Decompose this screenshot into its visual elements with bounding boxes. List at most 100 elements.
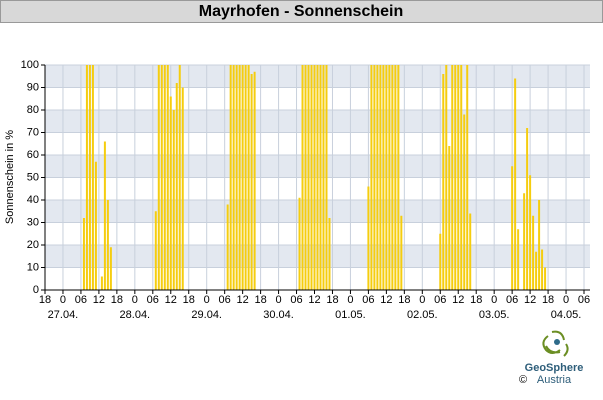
date-label: 30.04. xyxy=(263,309,294,321)
bar xyxy=(514,78,517,290)
x-tick-label: 0 xyxy=(60,294,66,306)
bar xyxy=(463,114,466,290)
bar xyxy=(385,65,388,290)
bar xyxy=(253,71,256,290)
date-label: 02.05. xyxy=(407,309,438,321)
y-tick-label: 90 xyxy=(27,81,39,93)
x-tick-label: 12 xyxy=(380,294,392,306)
date-label: 27.04. xyxy=(48,309,79,321)
bar xyxy=(85,65,88,290)
bar xyxy=(532,215,535,290)
bar xyxy=(544,267,547,290)
bar xyxy=(316,65,319,290)
bar xyxy=(244,65,247,290)
x-tick-label: 12 xyxy=(452,294,464,306)
bar xyxy=(304,65,307,290)
bar xyxy=(451,65,454,290)
bar xyxy=(328,218,331,290)
bar xyxy=(523,193,526,290)
bar xyxy=(235,65,238,290)
y-tick-label: 80 xyxy=(27,104,39,116)
x-tick-label: 0 xyxy=(563,294,569,306)
y-tick-label: 20 xyxy=(27,239,39,251)
bar xyxy=(82,218,85,290)
x-tick-label: 06 xyxy=(147,294,159,306)
bar xyxy=(325,65,328,290)
x-tick-label: 18 xyxy=(39,294,51,306)
bar xyxy=(154,211,157,290)
bar xyxy=(103,141,106,290)
bar xyxy=(163,65,166,290)
x-tick-label: 06 xyxy=(290,294,302,306)
y-tick-label: 70 xyxy=(27,126,39,138)
bar xyxy=(379,65,382,290)
bar xyxy=(448,146,451,290)
bar xyxy=(394,65,397,290)
bar xyxy=(226,204,229,290)
x-tick-label: 18 xyxy=(111,294,123,306)
bar xyxy=(166,65,169,290)
bar xyxy=(439,233,442,290)
x-tick-label: 06 xyxy=(578,294,590,306)
bar xyxy=(322,65,325,290)
bar xyxy=(454,65,457,290)
date-label: 03.05. xyxy=(479,309,510,321)
x-tick-label: 18 xyxy=(254,294,266,306)
bar xyxy=(382,65,385,290)
logo xyxy=(542,330,569,357)
bar xyxy=(541,249,544,290)
bar xyxy=(232,65,235,290)
y-tick-label: 100 xyxy=(21,59,39,71)
bar xyxy=(250,74,253,290)
bar xyxy=(373,65,376,290)
x-tick-label: 18 xyxy=(326,294,338,306)
bar xyxy=(175,83,178,290)
bar xyxy=(538,200,541,290)
x-tick-label: 0 xyxy=(347,294,353,306)
date-label: 04.05. xyxy=(551,309,582,321)
bar xyxy=(529,175,532,290)
bar xyxy=(388,65,391,290)
x-tick-label: 0 xyxy=(276,294,282,306)
bar xyxy=(469,213,472,290)
bar xyxy=(307,65,310,290)
bar xyxy=(319,65,322,290)
x-tick-label: 0 xyxy=(132,294,138,306)
x-tick-label: 06 xyxy=(219,294,231,306)
y-tick-label: 50 xyxy=(27,171,39,183)
bar xyxy=(445,65,448,290)
x-tick-label: 12 xyxy=(93,294,105,306)
bar xyxy=(109,247,112,290)
copyright: © xyxy=(519,374,527,386)
bar xyxy=(535,251,538,290)
bar xyxy=(157,65,160,290)
bar xyxy=(169,96,172,290)
y-tick-label: 60 xyxy=(27,149,39,161)
bar xyxy=(391,65,394,290)
logo-icon xyxy=(542,330,569,357)
x-tick-label: 12 xyxy=(237,294,249,306)
x-tick-label: 18 xyxy=(470,294,482,306)
logo-icon xyxy=(554,339,560,345)
bar xyxy=(466,65,469,290)
y-tick-label: 40 xyxy=(27,194,39,206)
x-tick-label: 12 xyxy=(165,294,177,306)
bar xyxy=(238,65,241,290)
bar xyxy=(94,161,97,290)
bar xyxy=(367,186,370,290)
bar xyxy=(241,65,244,290)
bar xyxy=(247,65,250,290)
bar xyxy=(370,65,373,290)
date-label: 01.05. xyxy=(335,309,366,321)
bar xyxy=(172,110,175,290)
y-tick-label: 10 xyxy=(27,261,39,273)
y-axis-label: Sonnenschein in % xyxy=(4,130,16,224)
x-tick-label: 06 xyxy=(434,294,446,306)
x-tick-label: 06 xyxy=(362,294,374,306)
bar xyxy=(181,87,184,290)
bar xyxy=(310,65,313,290)
bar xyxy=(397,65,400,290)
x-tick-label: 18 xyxy=(542,294,554,306)
y-tick-label: 0 xyxy=(33,284,39,296)
bar xyxy=(442,74,445,290)
